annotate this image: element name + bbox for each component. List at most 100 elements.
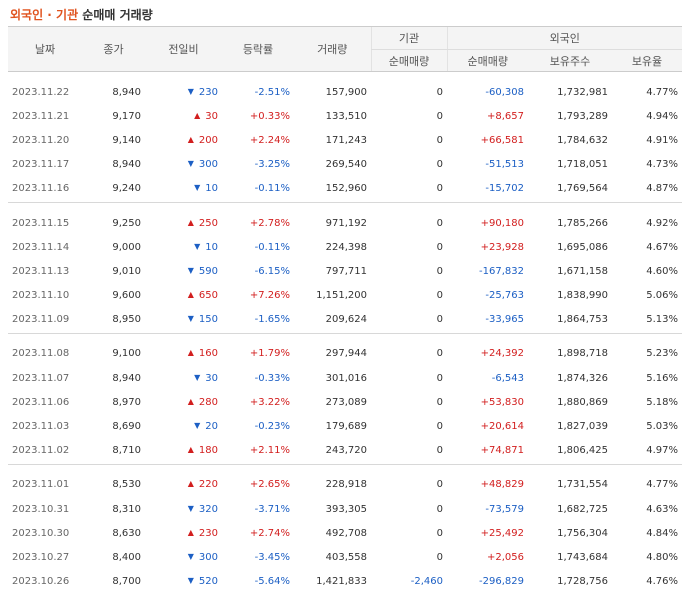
foreign-net-cell: +66,581 [480, 134, 524, 146]
change-cell: ▼ 320 [145, 497, 222, 521]
volume-cell: 209,624 [325, 314, 367, 326]
foreign-ratio-cell: 4.87% [646, 183, 679, 195]
change-cell: ▼ 30 [145, 366, 222, 390]
volume-cell: 273,089 [325, 396, 367, 408]
close-cell: 8,400 [112, 551, 141, 563]
foreign-ratio-cell: 4.60% [646, 265, 679, 277]
volume-cell: 1,151,200 [316, 290, 367, 302]
close-cell: 8,310 [112, 503, 141, 515]
pct-cell: -0.33% [254, 372, 290, 384]
inst-net-cell: 0 [436, 421, 443, 433]
table-row: 2023.11.22 8,940 ▼ 230 -2.51% 157,900 0 -60,308… [8, 80, 682, 104]
foreign-ratio-cell: 4.73% [646, 159, 679, 171]
volume-cell: 1,421,833 [316, 576, 367, 588]
volume-cell: 224,398 [325, 241, 367, 253]
pct-cell: -0.11% [254, 183, 290, 195]
foreign-hold-cell: 1,695,086 [557, 241, 608, 253]
arrow-down-icon: ▼ [194, 372, 201, 382]
pct-cell: +2.65% [249, 479, 290, 491]
volume-cell: 393,305 [325, 503, 367, 515]
pct-cell: -1.65% [254, 314, 290, 326]
close-cell: 8,630 [112, 527, 141, 539]
date-cell: 2023.11.09 [12, 314, 70, 326]
foreign-hold-cell: 1,784,632 [557, 134, 608, 146]
arrow-down-icon: ▼ [194, 241, 201, 251]
foreign-net-cell: +20,614 [480, 421, 524, 433]
change-value: 590 [198, 265, 218, 277]
pct-cell: -6.15% [254, 265, 290, 277]
foreign-net-cell: -25,763 [485, 290, 524, 302]
pct-cell: +7.26% [249, 290, 290, 302]
close-cell: 9,010 [112, 265, 141, 277]
foreign-hold-cell: 1,864,753 [557, 314, 608, 326]
date-cell: 2023.11.08 [12, 348, 70, 360]
foreign-ratio-cell: 4.97% [646, 445, 679, 457]
arrow-down-icon: ▼ [194, 183, 201, 193]
foreign-net-cell: +8,657 [486, 110, 524, 122]
change-value: 30 [205, 372, 218, 384]
table-row: 2023.10.30 8,630 ▲ 230 +2.74% 492,708 0 +25,492… [8, 521, 682, 545]
date-cell: 2023.10.27 [12, 551, 70, 563]
table-row: 2023.10.31 8,310 ▼ 320 -3.71% 393,305 0 -73,579… [8, 497, 682, 521]
date-cell: 2023.11.22 [12, 86, 70, 98]
table-row: 2023.11.02 8,710 ▲ 180 +2.11% 243,720 0 +74,871… [8, 439, 682, 463]
change-value: 10 [205, 183, 218, 195]
arrow-down-icon: ▼ [187, 159, 194, 169]
arrow-down-icon: ▼ [187, 503, 194, 513]
inst-net-cell: 0 [436, 217, 443, 229]
arrow-down-icon: ▼ [187, 551, 194, 561]
foreign-hold-cell: 1,838,990 [557, 290, 608, 302]
foreign-ratio-cell: 4.92% [646, 217, 679, 229]
table-row: 2023.11.20 9,140 ▲ 200 +2.24% 171,243 0 +66,581… [8, 128, 682, 152]
date-cell: 2023.11.02 [12, 445, 70, 457]
header-institution: 기관 [370, 26, 447, 50]
table-row: 2023.11.17 8,940 ▼ 300 -3.25% 269,540 0 -51,513… [8, 153, 682, 177]
arrow-down-icon: ▼ [187, 576, 194, 586]
change-cell: ▲ 30 [145, 104, 222, 128]
foreign-net-cell: -51,513 [485, 159, 524, 171]
foreign-net-cell: -167,832 [479, 265, 524, 277]
arrow-up-icon: ▲ [194, 110, 201, 120]
close-cell: 9,250 [112, 217, 141, 229]
change-value: 300 [198, 159, 218, 171]
pct-cell: +3.22% [249, 396, 290, 408]
foreign-ratio-cell: 5.16% [646, 372, 679, 384]
date-cell: 2023.10.31 [12, 503, 70, 515]
date-cell: 2023.11.17 [12, 159, 70, 171]
date-cell: 2023.11.16 [12, 183, 70, 195]
foreign-hold-cell: 1,874,326 [557, 372, 608, 384]
close-cell: 9,600 [112, 290, 141, 302]
foreign-net-cell: -73,579 [485, 503, 524, 515]
change-cell: ▼ 10 [145, 235, 222, 259]
close-cell: 9,000 [112, 241, 141, 253]
change-cell: ▲ 220 [145, 473, 222, 497]
arrow-up-icon: ▲ [187, 290, 194, 300]
volume-cell: 301,016 [325, 372, 367, 384]
title-highlight: 외국인 · 기관 [10, 8, 79, 22]
change-cell: ▲ 200 [145, 128, 222, 152]
change-cell: ▲ 650 [145, 284, 222, 308]
volume-cell: 797,711 [325, 265, 367, 277]
arrow-down-icon: ▼ [187, 265, 194, 275]
date-cell: 2023.10.26 [12, 576, 70, 588]
foreign-net-cell: +90,180 [480, 217, 524, 229]
inst-net-cell: 0 [436, 372, 443, 384]
foreign-ratio-cell: 4.67% [646, 241, 679, 253]
pct-cell: -3.25% [254, 159, 290, 171]
inst-net-cell: 0 [436, 314, 443, 326]
header-foreign-net: 순매매량 [446, 49, 528, 72]
inst-net-cell: 0 [436, 110, 443, 122]
inst-net-cell: 0 [436, 134, 443, 146]
volume-cell: 171,243 [325, 134, 367, 146]
change-cell: ▲ 230 [145, 521, 222, 545]
change-value: 650 [198, 290, 218, 302]
change-value: 30 [205, 110, 218, 122]
foreign-net-cell: -60,308 [485, 86, 524, 98]
close-cell: 9,100 [112, 348, 141, 360]
foreign-ratio-cell: 5.03% [646, 421, 679, 433]
foreign-net-cell: -6,543 [491, 372, 524, 384]
foreign-hold-cell: 1,728,756 [557, 576, 608, 588]
date-cell: 2023.11.03 [12, 421, 70, 433]
change-value: 230 [198, 527, 218, 539]
date-cell: 2023.11.10 [12, 290, 70, 302]
